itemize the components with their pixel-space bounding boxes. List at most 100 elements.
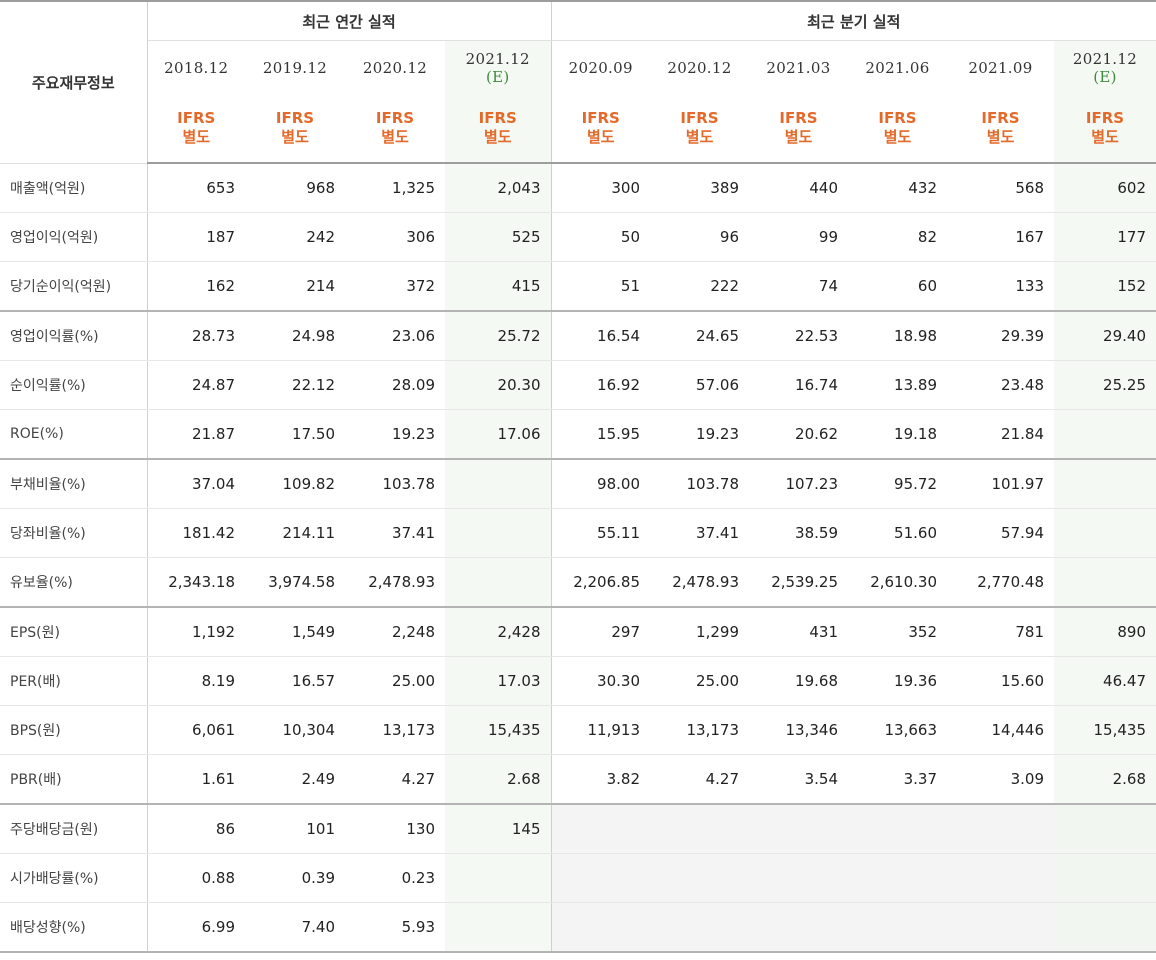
value-cell xyxy=(749,902,848,953)
value-cell xyxy=(650,902,749,953)
value-cell: 15,435 xyxy=(1054,705,1156,755)
table-row: ROE(%) 21.87 17.50 19.23 17.06 15.95 19.23 20.6… xyxy=(0,409,1156,460)
value-cell: 50 xyxy=(550,212,650,262)
value-cell: 19.68 xyxy=(749,656,848,706)
value-cell: 0.88 xyxy=(147,853,245,903)
value-cell xyxy=(848,902,947,953)
value-cell: 167 xyxy=(947,212,1054,262)
value-cell xyxy=(947,853,1054,903)
standard-ifrs: IFRS xyxy=(478,109,517,127)
value-cell: 15.95 xyxy=(550,409,650,460)
value-cell: 21.84 xyxy=(947,409,1054,460)
value-cell: 968 xyxy=(245,163,345,213)
value-cell: 440 xyxy=(749,163,848,213)
table-row: EPS(원) 1,192 1,549 2,248 2,428 297 1,299 431 352… xyxy=(0,606,1156,657)
value-cell xyxy=(1054,557,1156,608)
table-row: 순이익률(%) 24.87 22.12 28.09 20.30 16.92 57.06 16.… xyxy=(0,360,1156,410)
row-label: PBR(배) xyxy=(0,754,148,805)
value-cell: 37.41 xyxy=(345,508,445,558)
value-cell: 28.09 xyxy=(345,360,445,410)
value-cell: 99 xyxy=(749,212,848,262)
row-label: 배당성향(%) xyxy=(0,902,148,953)
period-header: 2020.12 xyxy=(650,41,749,95)
accounting-standard: IFRS 별도 xyxy=(345,94,445,164)
value-cell: 162 xyxy=(147,261,245,312)
value-cell: 86 xyxy=(147,803,245,854)
table-row: 매출액(억원) 653 968 1,325 2,043 300 389 440 432 568 60… xyxy=(0,163,1156,213)
value-cell: 130 xyxy=(345,803,445,854)
value-cell: 19.18 xyxy=(848,409,947,460)
value-cell: 22.53 xyxy=(749,310,848,361)
value-cell: 57.06 xyxy=(650,360,749,410)
period-header: 2020.12 xyxy=(345,41,445,95)
value-cell xyxy=(848,803,947,854)
value-cell: 415 xyxy=(445,261,551,312)
standard-ifrs: IFRS xyxy=(1085,109,1125,127)
value-cell: 82 xyxy=(848,212,947,262)
period-date: 2021.12 xyxy=(1072,49,1138,68)
standard-separate: 별도 xyxy=(883,128,912,146)
value-cell: 432 xyxy=(848,163,947,213)
row-label: 부채비율(%) xyxy=(0,458,148,509)
value-cell: 3,974.58 xyxy=(245,557,345,608)
period-header: 2018.12 xyxy=(147,41,245,95)
period-date: 2019.12 xyxy=(262,58,328,77)
value-cell: 23.48 xyxy=(947,360,1054,410)
value-cell xyxy=(445,508,551,558)
value-cell: 306 xyxy=(345,212,445,262)
value-cell: 109.82 xyxy=(245,458,345,509)
value-cell: 13,173 xyxy=(650,705,749,755)
value-cell: 214.11 xyxy=(245,508,345,558)
value-cell xyxy=(749,853,848,903)
standard-separate: 별도 xyxy=(685,128,714,146)
value-cell: 2,428 xyxy=(445,606,551,657)
period-header: 2021.12 (E) xyxy=(445,40,551,94)
value-cell: 222 xyxy=(650,261,749,312)
standard-separate: 별도 xyxy=(1091,128,1119,146)
value-cell xyxy=(947,803,1054,854)
value-cell: 13.89 xyxy=(848,360,947,410)
row-label: EPS(원) xyxy=(0,606,148,657)
value-cell: 2,539.25 xyxy=(749,557,848,608)
value-cell xyxy=(550,902,650,953)
value-cell xyxy=(1054,508,1156,558)
value-cell: 4.27 xyxy=(650,754,749,805)
standard-ifrs: IFRS xyxy=(878,109,917,127)
value-cell: 37.41 xyxy=(650,508,749,558)
value-cell: 2.68 xyxy=(1054,754,1156,805)
header-label: 주요재무정보 xyxy=(0,0,148,164)
value-cell xyxy=(445,853,551,903)
value-cell: 16.92 xyxy=(550,360,650,410)
value-cell: 17.50 xyxy=(245,409,345,460)
period-header: 2021.09 xyxy=(947,41,1054,95)
value-cell: 98.00 xyxy=(550,458,650,509)
table-row: 영업이익(억원) 187 242 306 525 50 96 99 82 167 177 xyxy=(0,212,1156,262)
value-cell: 16.74 xyxy=(749,360,848,410)
value-cell: 2,043 xyxy=(445,163,551,213)
value-cell: 25.00 xyxy=(650,656,749,706)
accounting-standard: IFRS 별도 xyxy=(1054,94,1156,164)
value-cell: 2,610.30 xyxy=(848,557,947,608)
period-header: 2021.03 xyxy=(749,41,848,95)
value-cell: 19.23 xyxy=(650,409,749,460)
value-cell xyxy=(445,902,551,953)
standard-ifrs: IFRS xyxy=(581,109,620,127)
value-cell: 300 xyxy=(550,163,650,213)
value-cell: 133 xyxy=(947,261,1054,312)
value-cell: 2,478.93 xyxy=(650,557,749,608)
value-cell: 214 xyxy=(245,261,345,312)
standard-separate: 별도 xyxy=(281,128,309,146)
standard-separate: 별도 xyxy=(986,128,1015,146)
value-cell: 145 xyxy=(445,803,551,854)
value-cell: 51 xyxy=(550,261,650,312)
period-date: 2020.09 xyxy=(568,58,633,77)
value-cell xyxy=(1054,409,1156,460)
standard-ifrs: IFRS xyxy=(779,109,818,127)
value-cell: 38.59 xyxy=(749,508,848,558)
value-cell: 10,304 xyxy=(245,705,345,755)
value-cell xyxy=(550,803,650,854)
standard-separate: 별도 xyxy=(483,128,512,146)
value-cell: 37.04 xyxy=(147,458,245,509)
period-date: 2020.12 xyxy=(362,58,428,77)
table-row: PER(배) 8.19 16.57 25.00 17.03 30.30 25.00 19.68… xyxy=(0,656,1156,706)
